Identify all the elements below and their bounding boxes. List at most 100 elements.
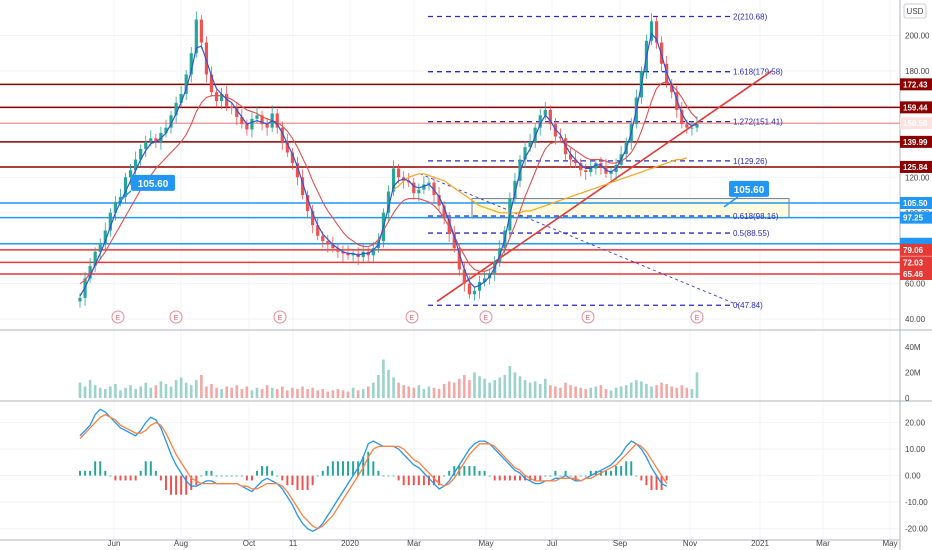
macd-histogram-bar [144,461,147,476]
volume-bar [543,378,547,398]
volume-bar [245,386,249,398]
candle-body [528,141,532,148]
volume-bar [230,387,234,398]
macd-histogram-bar [149,461,152,476]
earnings-marker-icon[interactable] [690,310,704,324]
volume-bar [114,383,117,398]
candle-body [558,136,563,139]
volume-bar [296,389,299,398]
volume-bar [341,390,345,398]
macd-histogram-bar [564,470,567,476]
volume-bar [513,372,517,398]
price-axis-tick: 200.00 [905,31,930,40]
time-axis-tick: 11 [289,539,298,548]
volume-bar [533,381,537,398]
volume-bar [189,385,193,398]
candle-body [407,180,411,183]
candle-body [351,253,355,256]
volume-bar [260,389,264,398]
price-callout-label: 105.60 [734,185,765,196]
volume-bar [503,374,507,398]
earnings-marker-icon[interactable] [111,310,125,324]
volume-bar [195,380,198,398]
volume-bar [331,390,335,398]
macd-histogram-bar [190,475,193,490]
candle-body [397,168,401,178]
earnings-marker-icon[interactable] [169,310,183,324]
macd-histogram-bar [518,475,521,481]
time-axis-tick: Jun [108,539,121,548]
volume-bar [103,389,107,398]
volume-bar [291,387,294,398]
macd-histogram-bar [427,475,430,486]
volume-bar [437,389,441,398]
volume-bar [382,359,385,398]
earnings-marker-icon[interactable] [479,310,493,324]
candle-body [609,171,613,174]
level-price-badge-label: 150.50 [903,119,928,128]
macd-histogram-bar [488,475,491,477]
macd-histogram-bar [473,466,476,476]
candle-body [346,253,350,256]
volume-bar [169,386,173,398]
earnings-marker-icon[interactable] [581,310,595,324]
volume-bar [179,377,183,398]
fib-level-label: 1(129.26) [733,157,768,166]
earnings-marker-icon[interactable] [405,310,419,324]
candle-body [78,297,82,302]
volume-bar [164,383,168,398]
macd-histogram-bar [665,475,668,481]
volume-bar [275,389,279,398]
macd-histogram-bar [210,470,213,476]
volume-bar [432,387,436,398]
volume-bar [483,378,486,398]
volume-bar [498,377,502,398]
candle-body [240,117,244,125]
candle-body [103,230,107,245]
volume-bar [387,369,390,398]
time-axis-tick: May [882,539,897,548]
macd-histogram-bar [463,466,466,476]
level-price-badge [900,197,932,210]
macd-histogram-bar [114,475,117,481]
candle-body [255,115,259,119]
macd-histogram-bar [417,475,420,486]
macd-histogram-bar [630,461,633,476]
volume-bar [488,382,491,398]
macd-histogram-bar [402,475,405,486]
moving-average-long [393,157,688,214]
macd-histogram-bar [367,451,370,476]
macd-histogram-bar [205,470,208,476]
volume-bar [377,374,380,398]
macd-histogram-bar [296,475,299,490]
volume-bar [407,386,411,398]
macd-histogram-bar [306,475,309,490]
volume-bar [205,386,208,398]
macd-histogram-bar [604,470,607,476]
earnings-marker-icon[interactable] [273,310,287,324]
currency-badge[interactable] [903,3,927,19]
macd-histogram-bar [104,470,107,476]
candle-body [579,163,583,171]
macd-histogram-bar [508,475,511,481]
macd-histogram-bar [336,461,339,476]
volume-bar [351,387,355,398]
candle-body [477,281,482,291]
candle-body [685,124,689,128]
candle-body [533,127,537,142]
volume-bar [680,385,684,398]
volume-bar [589,387,593,398]
macd-signal-line [79,413,668,530]
volume-bar [614,387,618,398]
time-axis-tick: 2021 [751,539,769,548]
macd-histogram-bar [503,475,506,481]
volume-bar [508,366,512,398]
level-price-badge [900,160,932,173]
candle-body [321,235,325,242]
candle-body [427,182,431,185]
candle-body [184,74,188,94]
volume-bar [599,385,603,398]
volume-bar [442,383,446,398]
volume-bar [579,387,582,398]
